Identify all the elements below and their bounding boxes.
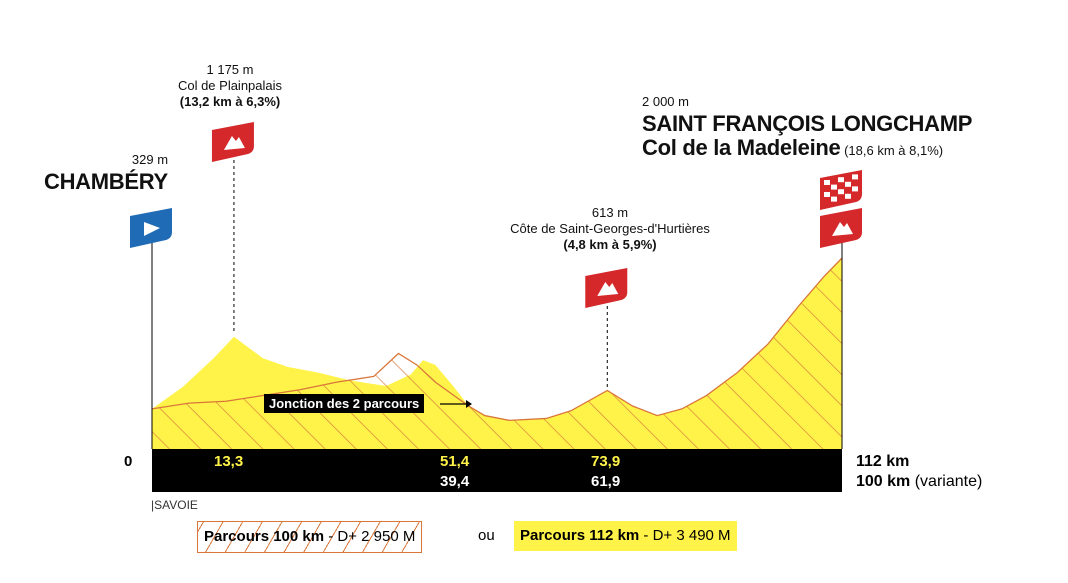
legend-100km: Parcours 100 km - D+ 2 950 M [197,521,423,553]
legend-112km-label: Parcours 112 km [520,527,640,544]
km-climb1: 13,3 [214,453,244,470]
checkered-square [838,177,844,183]
region-label: |SAVOIE [151,498,198,512]
climb2-elevation: 613 m [591,205,629,220]
mountain-icon [832,222,853,236]
finish-town: SAINT FRANÇOIS LONGCHAMP [642,111,973,136]
checkered-square [824,192,830,197]
finish-climb-name: Col de la Madeleine [642,135,841,160]
checkered-square [831,184,837,190]
junction-annotation: Jonction des 2 parcours [264,394,425,413]
variante-label: (variante) [914,473,983,490]
legend-or: ou [478,527,495,544]
start-elevation: 329 m [131,152,169,167]
climb1-detail: (13,2 km à 6,3%) [179,94,281,109]
climb1-name: Col de Plainpalais [177,78,283,93]
km-climb2: 73,9 [591,453,621,470]
distance-bar [152,449,842,492]
checkered-square [845,193,851,199]
total-100: 100 km (variante) [856,473,982,491]
start-town: CHAMBÉRY [44,169,168,194]
checkered-square [845,181,851,187]
finish-elevation: 2 000 m [642,94,689,109]
total-112: 112 km [856,453,910,470]
total-100-value: 100 km [856,473,911,490]
legend-100km-gain: - D+ 2 950 M [324,528,416,545]
junction-arrowhead [466,400,472,408]
finish-climb-detail: (18,6 km à 8,1%) [844,143,944,158]
mountain-icon [597,282,619,296]
km-junction: 51,4 [440,453,470,470]
checkered-square [838,189,844,195]
km-start: 0 [124,453,133,470]
checkered-square [852,174,858,180]
finish-climb: Col de la Madeleine (18,6 km à 8,1%) [642,136,943,160]
climb1-elevation: 1 175 m [206,62,254,77]
climb2-detail: (4,8 km à 5,9%) [563,237,657,252]
km-junction-variant: 39,4 [440,473,470,490]
legend-112km: Parcours 112 km - D+ 3 490 M [514,521,737,551]
profile-100km-line [151,257,843,422]
checkered-square [831,196,837,202]
legend-100km-label: Parcours 100 km [204,528,325,545]
legend-112km-gain: - D+ 3 490 M [639,527,731,544]
checkered-square [852,186,858,192]
play-icon [144,222,160,236]
checkered-square [824,180,830,185]
mountain-icon [223,136,245,150]
climb2-name: Côte de Saint-Georges-d'Hurtières [510,221,710,236]
km-climb2-variant: 61,9 [591,473,621,490]
